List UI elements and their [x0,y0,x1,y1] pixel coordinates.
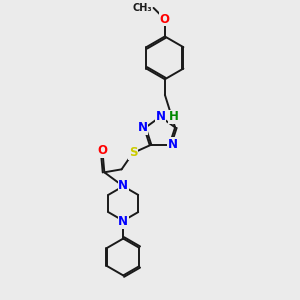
Text: S: S [129,146,137,160]
Text: N: N [118,215,128,228]
Text: N: N [155,110,165,123]
Text: O: O [160,13,170,26]
Text: O: O [98,144,108,157]
Text: H: H [169,110,178,123]
Text: N: N [167,138,178,151]
Text: N: N [138,121,148,134]
Text: CH₃: CH₃ [133,3,152,13]
Text: N: N [118,179,128,192]
